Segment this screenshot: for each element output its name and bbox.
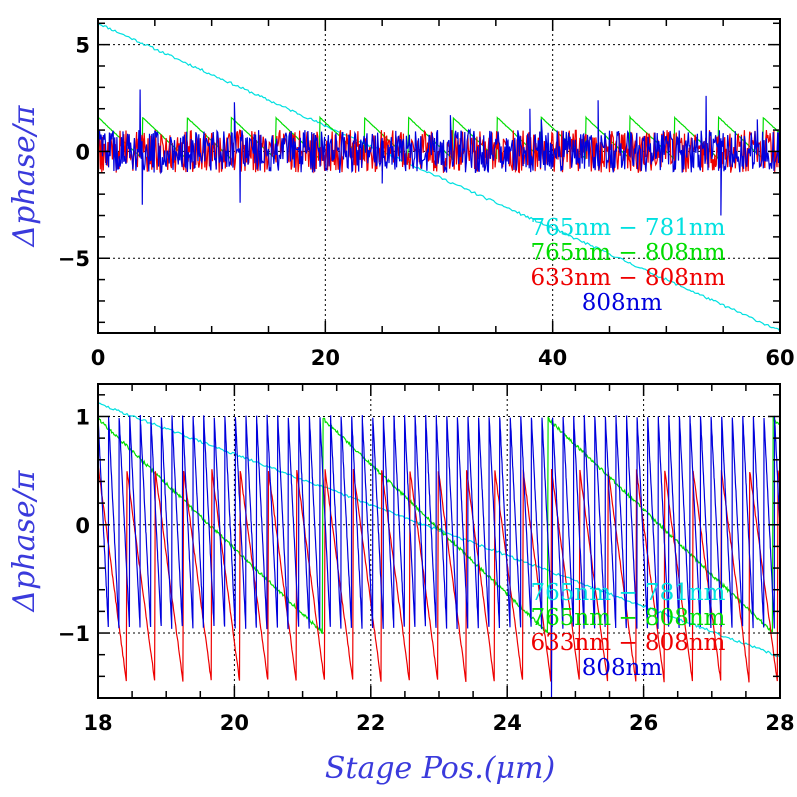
x-tick-label: 20: [311, 346, 340, 370]
legend-entry: 808nm: [582, 290, 663, 316]
chart-bottom: 18 20 22 24 26 28 −1 0 1 Δphase/π 765nm − 781nm765…: [7, 383, 795, 735]
legend-entry: 765nm − 808nm: [531, 240, 726, 266]
y-tick-label: 0: [75, 140, 90, 164]
legend-entry: 808nm: [582, 655, 663, 681]
series-line: [98, 402, 780, 658]
series-group: [98, 402, 780, 698]
legend-entry: 633nm − 808nm: [531, 265, 726, 291]
x-tick-label: 28: [765, 711, 794, 735]
legend-entry: 633nm − 808nm: [531, 630, 726, 656]
y-tick-label: −1: [58, 622, 90, 646]
y-tick-label: 5: [75, 34, 90, 58]
series-line: [98, 23, 780, 332]
x-tick-label: 18: [83, 711, 112, 735]
y-axis-title: Δphase/π: [7, 469, 42, 612]
x-tick-label: 26: [629, 711, 658, 735]
y-tick-label: 1: [75, 405, 90, 429]
x-tick-label: 20: [220, 711, 249, 735]
x-tick-label: 22: [356, 711, 385, 735]
legend-entry: 765nm − 781nm: [531, 215, 726, 241]
y-tick-label: −5: [58, 247, 90, 271]
series-line: [98, 414, 780, 698]
legend-entry: 765nm − 781nm: [531, 580, 726, 606]
x-tick-label: 24: [493, 711, 522, 735]
x-tick-label: 0: [91, 346, 106, 370]
x-axis-title: Stage Pos.(μm): [325, 751, 555, 786]
y-tick-label: 0: [75, 514, 90, 538]
legend-entry: 765nm − 808nm: [531, 605, 726, 631]
x-tick-label: 40: [538, 346, 567, 370]
series-group: [98, 23, 780, 332]
y-axis-title: Δphase/π: [7, 104, 42, 247]
x-tick-label: 60: [765, 346, 794, 370]
series-line: [98, 89, 780, 216]
